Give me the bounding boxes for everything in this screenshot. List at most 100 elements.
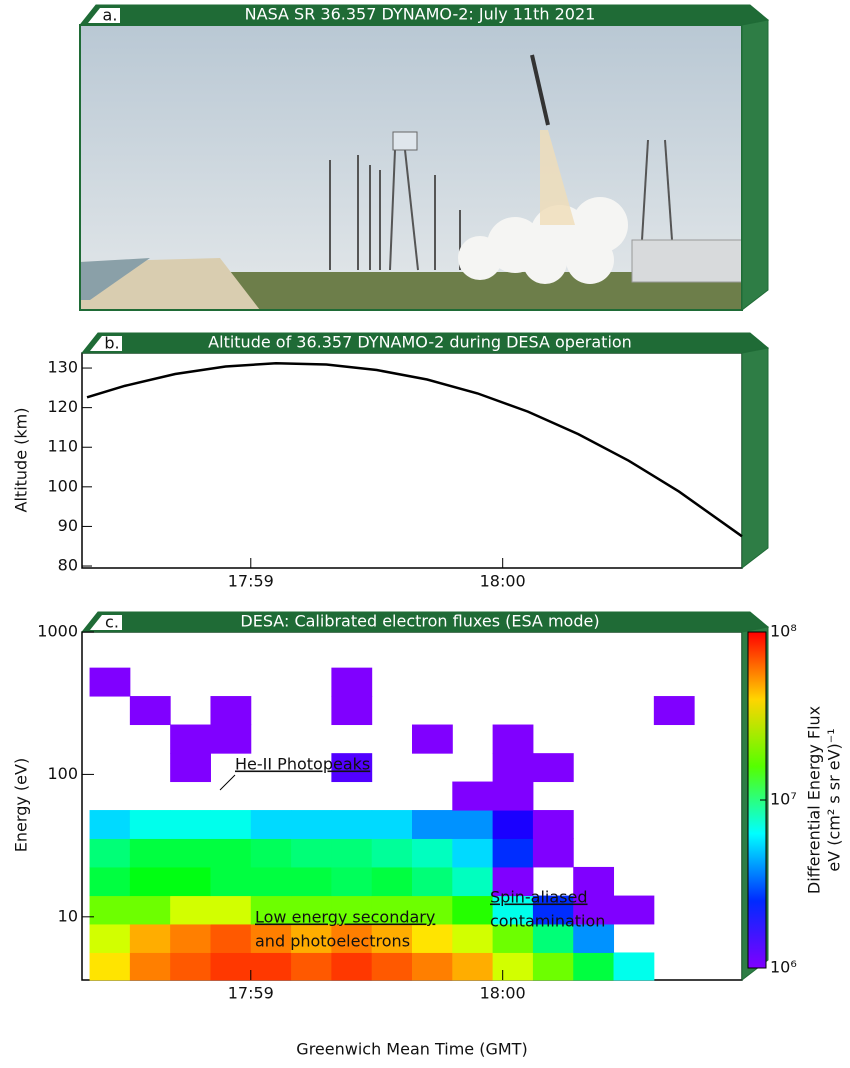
heatmap-cell [251,838,292,867]
heatmap-cell [331,838,372,867]
heatmap-cell [291,952,332,980]
heatmap-cell [291,838,332,867]
heatmap-cell [210,952,251,980]
annotation: contamination [490,912,605,931]
y-tick-label: 100 [47,476,78,495]
heatmap-cell [90,924,131,953]
heatmap-cell [412,924,453,953]
heatmap-cell [614,896,655,925]
heatmap-cell [493,725,534,754]
heatmap-cell [251,810,292,839]
heatmap-cell [372,810,413,839]
heatmap-cell [170,753,211,782]
x-tick-label: 17:59 [228,572,274,591]
heatmap-cell [210,725,251,754]
heatmap-cell [170,867,211,896]
heatmap-cell [291,810,332,839]
y-tick-label: 130 [47,358,78,377]
heatmap-cell [210,810,251,839]
y-tick-label: 1000 [37,622,78,641]
heatmap-cell [493,952,534,980]
colorbar-title: Differential Energy Flux [805,706,824,894]
heatmap-cell [90,952,131,980]
heatmap-cell [130,924,171,953]
heatmap-cell [90,810,131,839]
heatmap-cell [412,810,453,839]
colorbar-tick-label: 10⁷ [770,790,797,809]
heatmap-cell [210,924,251,953]
heatmap-cell [452,782,493,811]
heatmap-cell [493,810,534,839]
heatmap-cell [573,952,614,980]
heatmap-cell [493,782,534,811]
heatmap-cell [412,867,453,896]
annotation: Low energy secondary [255,908,435,927]
y-tick-label: 90 [58,516,78,535]
heatmap-cell [331,952,372,980]
panel-title: Altitude of 36.357 DYNAMO-2 during DESA … [208,333,632,352]
heatmap-cell [331,696,372,725]
heatmap-cell [452,952,493,980]
heatmap-cell [533,952,574,980]
y-tick-label: 120 [47,397,78,416]
heatmap-cell [331,867,372,896]
heatmap-cell [654,696,695,725]
heatmap-cell [90,867,131,896]
heatmap-cell [130,896,171,925]
heatmap-cell [412,725,453,754]
heatmap-cell [130,867,171,896]
heatmap-cell [210,896,251,925]
panel-label: b. [104,334,119,353]
y-axis-title: Energy (eV) [12,758,31,852]
heatmap-cell [452,838,493,867]
altitude-line [87,363,742,536]
figure: a. NASA SR 36.357 DYNAMO-2: July 11th 20… [0,0,850,1064]
heatmap-cell [210,696,251,725]
y-tick-label: 100 [47,764,78,783]
colorbar-tick-label: 10⁶ [770,958,797,977]
heatmap-cell [170,952,211,980]
heatmap-cell [493,838,534,867]
heatmap-cell [493,753,534,782]
y-tick-label: 10 [58,906,78,925]
annotation: He-II Photopeaks [235,755,370,774]
x-tick-label: 18:00 [480,984,526,1003]
heatmap-cell [614,952,655,980]
heatmap-cell [452,896,493,925]
heatmap-cell [170,838,211,867]
heatmap-cell [331,810,372,839]
heatmap-cell [372,952,413,980]
heatmap-cell [90,668,131,697]
heatmap-cell [533,838,574,867]
heatmap-cell [251,867,292,896]
annotation: and photoelectrons [255,932,410,951]
heatmap-cell [130,810,171,839]
heatmap-cell [130,952,171,980]
heatmap-cell [170,924,211,953]
heatmap-cell [90,838,131,867]
heatmap-cell [533,810,574,839]
annotation: Spin-aliased [490,888,588,907]
panel-label: a. [103,6,118,25]
heatmap-cell [291,867,332,896]
heatmap-cell [533,753,574,782]
heatmap-cell [372,838,413,867]
heatmap-cell [452,867,493,896]
heatmap-cell [412,952,453,980]
heatmap-cell [372,867,413,896]
heatmap-cell [130,838,171,867]
heatmap-cell [170,896,211,925]
y-axis-title: Altitude (km) [12,408,31,513]
heatmap-cell [452,924,493,953]
x-tick-label: 17:59 [228,984,274,1003]
y-tick-label: 110 [47,437,78,456]
heatmap-cell [412,838,453,867]
heatmap-cell [251,952,292,980]
heatmap-cell [210,867,251,896]
x-axis-title: Greenwich Mean Time (GMT) [296,1040,527,1059]
colorbar-title: eV (cm² s sr eV)⁻¹ [825,728,844,871]
heatmap-cell [90,896,131,925]
panel-title: DESA: Calibrated electron fluxes (ESA mo… [240,612,599,631]
heatmap-cell [452,810,493,839]
photo [80,25,742,310]
